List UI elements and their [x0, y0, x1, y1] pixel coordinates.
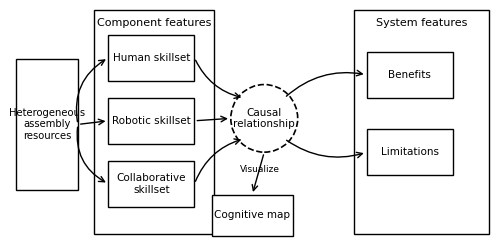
Text: Limitations: Limitations — [380, 147, 438, 157]
FancyBboxPatch shape — [108, 161, 194, 207]
Text: Cognitive map: Cognitive map — [214, 210, 290, 220]
FancyBboxPatch shape — [212, 195, 293, 236]
Text: Robotic skillset: Robotic skillset — [112, 116, 191, 126]
Text: Human skillset: Human skillset — [112, 53, 190, 63]
Text: Visualize: Visualize — [240, 165, 280, 174]
Text: Component features: Component features — [96, 18, 211, 28]
FancyBboxPatch shape — [366, 129, 452, 175]
FancyBboxPatch shape — [16, 59, 78, 190]
FancyBboxPatch shape — [366, 52, 452, 98]
FancyBboxPatch shape — [108, 98, 194, 144]
Text: Heterogeneous
assembly
resources: Heterogeneous assembly resources — [9, 108, 85, 141]
Text: Benefits: Benefits — [388, 70, 431, 80]
FancyBboxPatch shape — [94, 10, 214, 234]
FancyBboxPatch shape — [354, 10, 490, 234]
FancyBboxPatch shape — [108, 35, 194, 81]
Ellipse shape — [231, 85, 298, 152]
Text: Causal
relationship: Causal relationship — [234, 108, 295, 129]
Text: System features: System features — [376, 18, 468, 28]
Text: Collaborative
skillset: Collaborative skillset — [116, 173, 186, 195]
